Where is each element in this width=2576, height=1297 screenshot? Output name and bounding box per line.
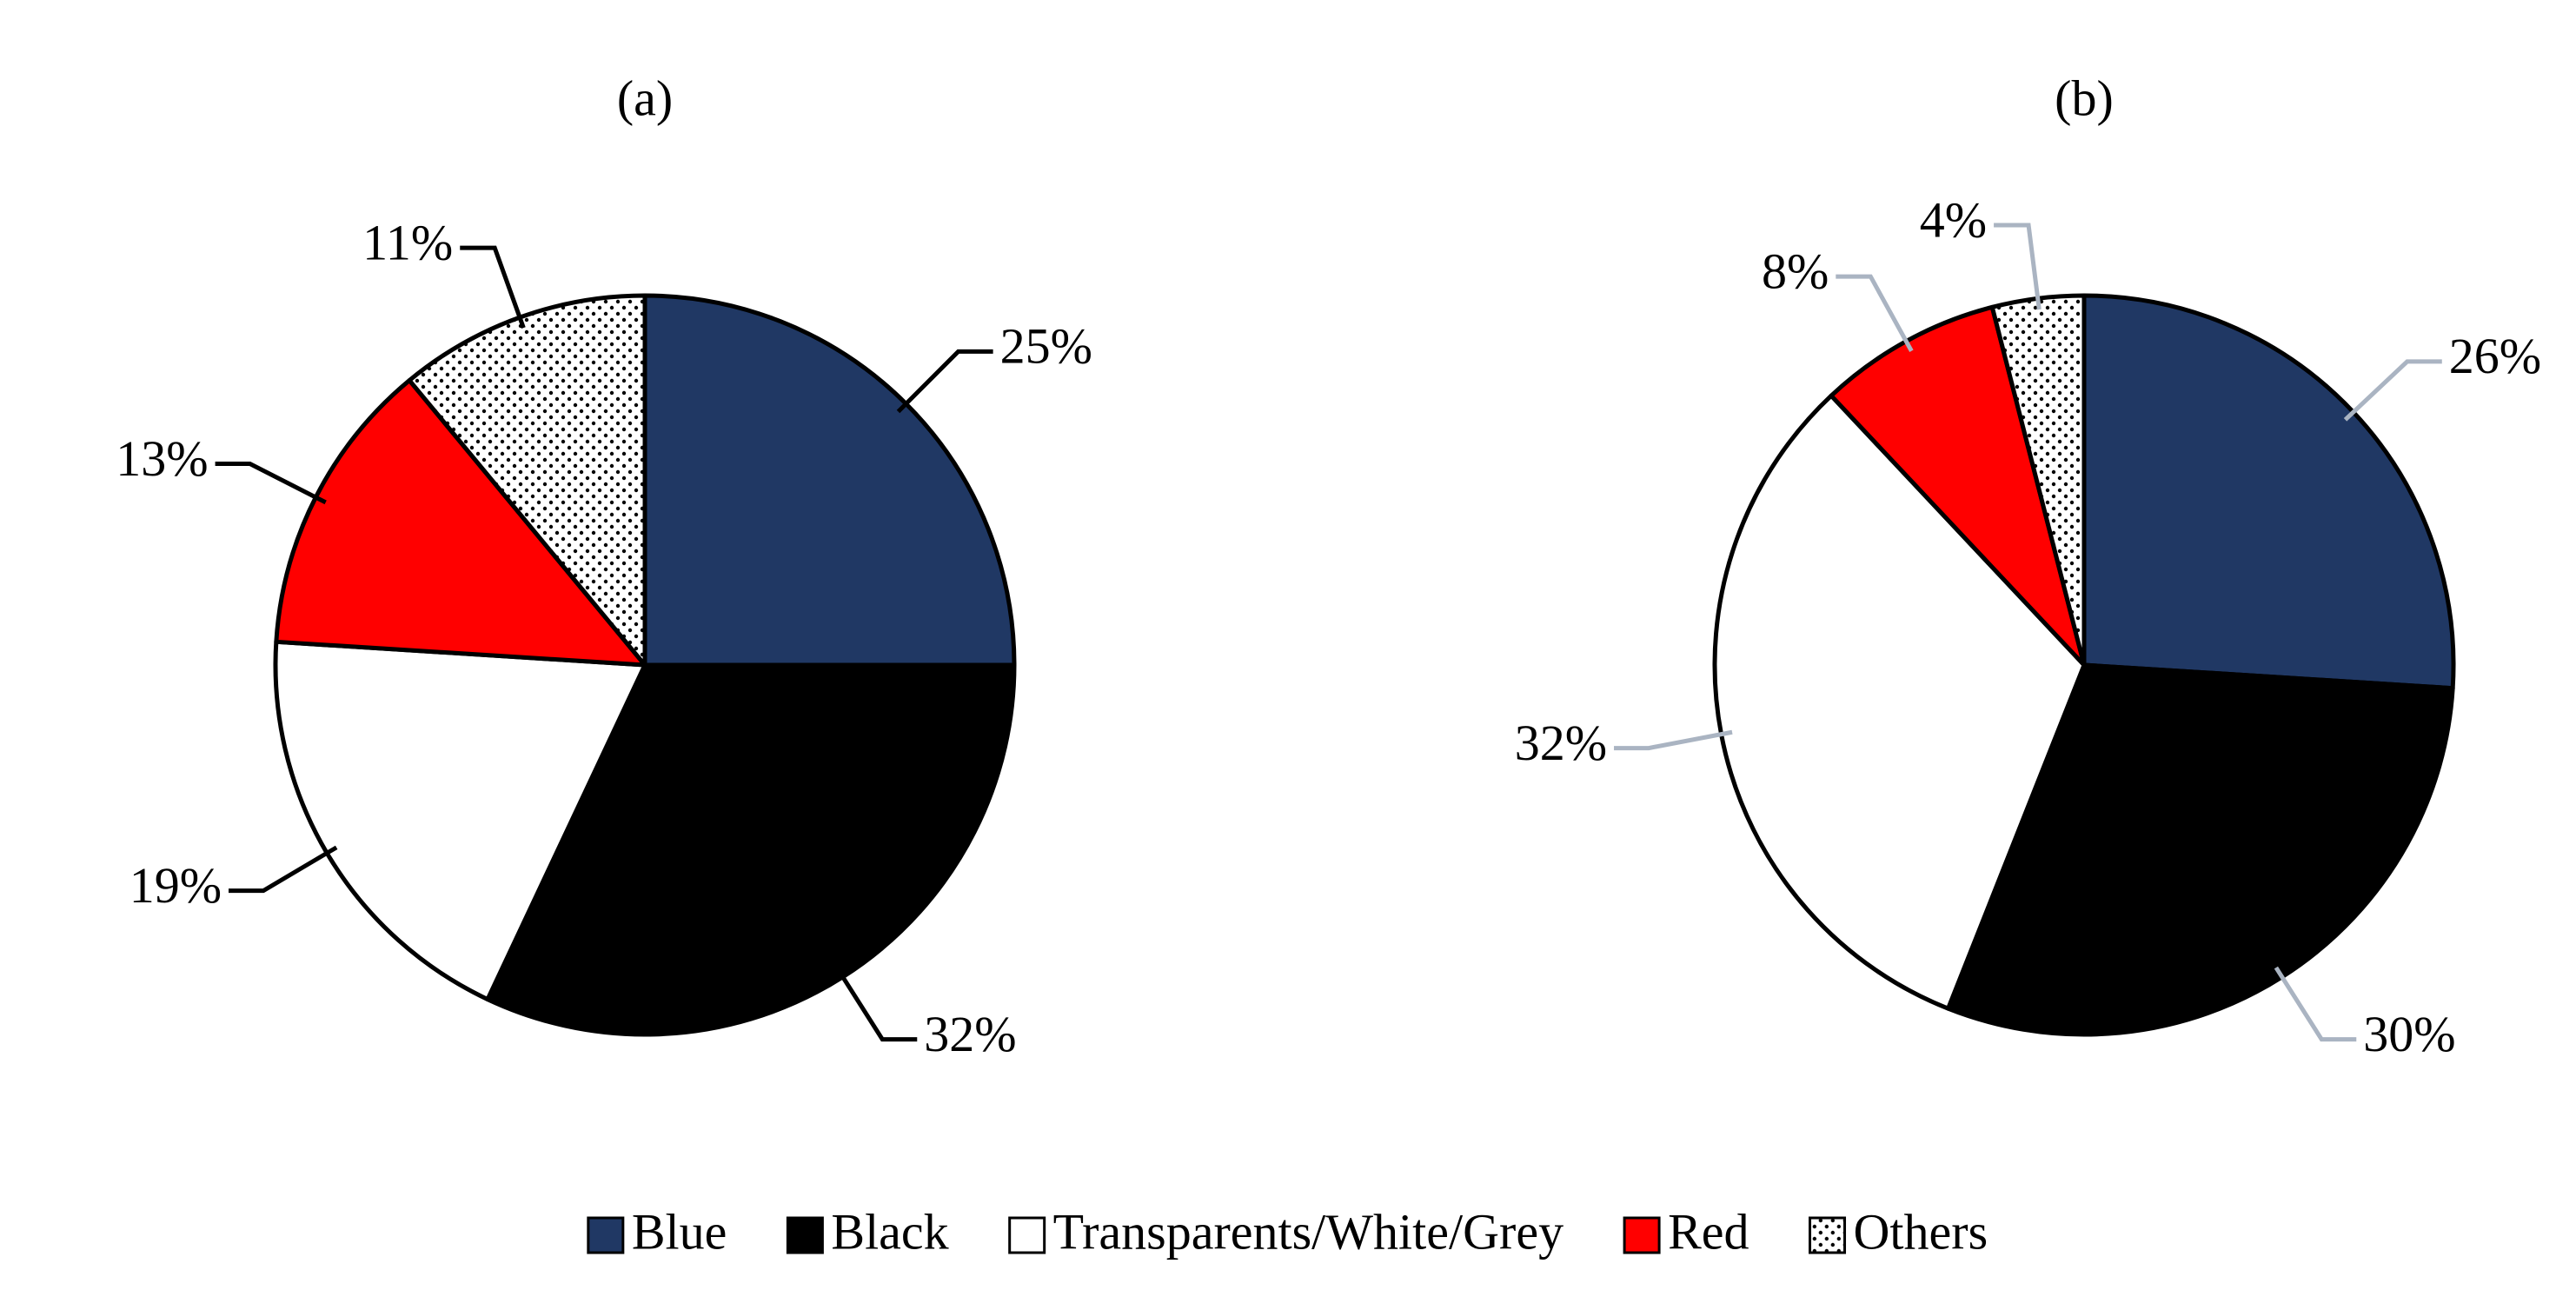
leader-line bbox=[460, 245, 526, 329]
legend-swatch bbox=[786, 1216, 824, 1254]
legend-label: Black bbox=[831, 1203, 948, 1260]
legend-swatch bbox=[1623, 1216, 1661, 1254]
legend: Blue Black Transparents/White/Grey Red Other… bbox=[587, 1203, 1988, 1260]
data-label: 25% bbox=[1000, 318, 1092, 375]
legend-label: Red bbox=[1668, 1203, 1749, 1260]
legend-label: Others bbox=[1854, 1203, 1988, 1260]
data-label: 26% bbox=[2449, 328, 2541, 384]
leader-line bbox=[834, 966, 918, 1042]
leader-line bbox=[229, 845, 338, 894]
legend-swatch bbox=[1809, 1216, 1847, 1254]
leader-line bbox=[1836, 274, 1914, 352]
legend-label: Transparents/White/Grey bbox=[1053, 1203, 1564, 1260]
data-label: 30% bbox=[2363, 1006, 2455, 1062]
legend-swatch bbox=[1008, 1216, 1046, 1254]
leader-line bbox=[215, 461, 327, 505]
chart-title: (a) bbox=[617, 70, 673, 126]
legend-label: Blue bbox=[632, 1203, 727, 1260]
data-label: 32% bbox=[1515, 715, 1607, 771]
leader-line bbox=[2274, 966, 2357, 1042]
leader-line bbox=[2343, 359, 2442, 422]
data-label: 13% bbox=[116, 430, 208, 487]
leader-line bbox=[1994, 223, 2042, 310]
legend-swatch bbox=[587, 1216, 625, 1254]
data-label: 19% bbox=[129, 857, 222, 914]
chart-title: (b) bbox=[2055, 70, 2114, 126]
data-label: 11% bbox=[362, 214, 453, 270]
leader-line bbox=[896, 349, 993, 414]
data-label: 32% bbox=[924, 1006, 1016, 1062]
leader-line bbox=[1614, 729, 1733, 751]
data-label: 4% bbox=[1920, 191, 1987, 248]
data-label: 8% bbox=[1762, 243, 1829, 299]
pie-slice bbox=[2081, 293, 2456, 691]
